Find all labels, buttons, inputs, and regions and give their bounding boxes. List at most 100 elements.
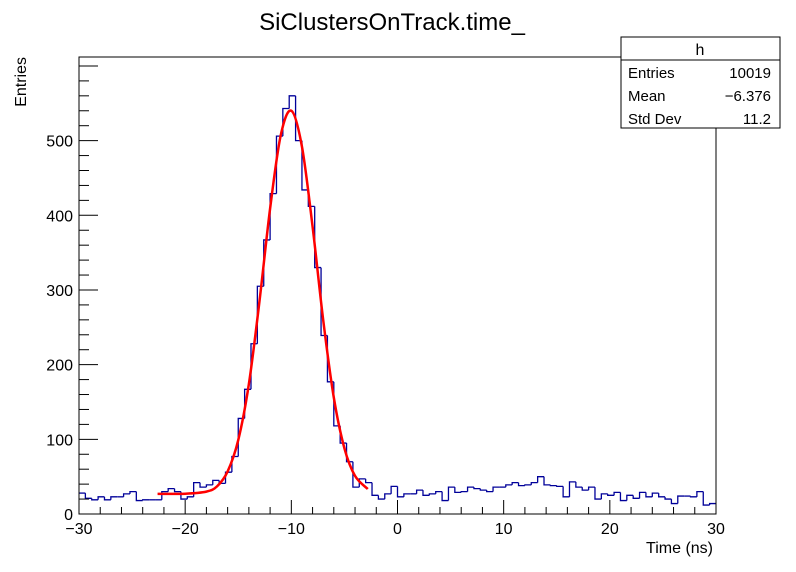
histogram-bin xyxy=(479,488,487,491)
y-tick-label: 500 xyxy=(46,134,73,151)
histogram-bin xyxy=(454,487,462,493)
histogram-bin xyxy=(435,490,443,494)
histogram-bin xyxy=(651,492,659,497)
histogram-bin xyxy=(193,481,201,497)
histogram-bin xyxy=(269,193,277,240)
stats-title: h xyxy=(696,42,705,59)
histogram-bin xyxy=(358,478,366,488)
histogram-bin xyxy=(447,486,455,501)
x-tick-label: −10 xyxy=(278,521,305,538)
histogram-bin xyxy=(403,493,411,497)
histogram-bin xyxy=(600,493,608,500)
histogram-bin xyxy=(460,490,468,493)
histogram-bin xyxy=(173,488,181,493)
histogram-bin xyxy=(664,496,672,500)
histogram-bin xyxy=(607,493,615,496)
histogram-bin xyxy=(568,481,576,497)
y-tick-label: 200 xyxy=(46,358,73,375)
histogram-bin xyxy=(562,486,570,498)
histogram-bin xyxy=(543,476,551,486)
histogram-bin xyxy=(186,496,194,500)
x-tick-label: 0 xyxy=(393,521,402,538)
histogram-bin xyxy=(587,486,595,491)
stats-stddev-label: Std Dev xyxy=(628,111,682,128)
histogram-bin xyxy=(549,484,557,487)
histogram-bin xyxy=(492,486,500,492)
stats-mean-value: −6.376 xyxy=(725,88,771,105)
histogram-bin xyxy=(689,496,697,498)
histogram-bin xyxy=(365,478,373,484)
histogram-bin xyxy=(142,499,150,501)
x-axis-label: Time (ns) xyxy=(646,540,713,557)
histogram-bin xyxy=(97,496,105,500)
histogram-bin xyxy=(511,481,519,485)
stats-entries-value: 10019 xyxy=(729,65,771,82)
histogram-bin xyxy=(441,491,449,502)
histogram-bin xyxy=(677,495,685,504)
histogram-bin xyxy=(314,206,322,269)
histogram-bin xyxy=(377,495,385,500)
fit-curve-group xyxy=(157,109,369,496)
histogram-bin xyxy=(301,140,309,191)
histogram-bin xyxy=(135,491,143,502)
fit-curve xyxy=(157,109,369,496)
y-tick-label: 0 xyxy=(64,507,73,524)
histogram-bin xyxy=(708,502,716,506)
histogram-bin xyxy=(575,481,583,488)
histogram-bin xyxy=(638,491,646,499)
histogram-bin xyxy=(384,493,392,500)
histogram-bin xyxy=(205,484,213,488)
x-tick-label: 20 xyxy=(601,521,619,538)
histogram-bin xyxy=(517,482,525,487)
histogram-bin xyxy=(288,95,296,109)
histogram-bin xyxy=(396,486,404,498)
histogram-bin xyxy=(530,481,538,485)
y-axis-label: Entries xyxy=(13,57,30,107)
histogram-bin xyxy=(524,484,532,486)
plot-frame xyxy=(78,56,717,515)
histogram-bin xyxy=(645,492,653,498)
x-axis: −30 −20 −10 0 10 20 30 xyxy=(65,500,725,538)
histogram-bin xyxy=(422,490,430,496)
histogram-bin xyxy=(594,487,602,500)
x-tick-label: −20 xyxy=(172,521,199,538)
histogram-bin xyxy=(390,485,398,494)
histogram-bin xyxy=(103,496,111,501)
histogram-bin xyxy=(670,499,678,505)
histogram-bin xyxy=(129,490,137,494)
histogram-bin xyxy=(619,492,627,502)
histogram-bin xyxy=(536,476,545,483)
histogram-bin xyxy=(473,487,481,490)
x-tick-label: −30 xyxy=(65,521,92,538)
histogram-bin xyxy=(556,485,564,488)
chart-title: SiClustersOnTrack.time_ xyxy=(259,9,525,36)
histogram-bin xyxy=(696,490,704,497)
histogram-bin xyxy=(658,493,666,498)
x-tick-label: 30 xyxy=(707,521,725,538)
histogram-bin xyxy=(702,491,710,506)
stats-mean-label: Mean xyxy=(628,88,666,105)
y-tick-label: 300 xyxy=(46,283,73,300)
stats-box: h Entries 10019 Mean −6.376 Std Dev 11.2 xyxy=(620,36,781,129)
histogram-bin xyxy=(199,482,207,488)
histogram-bin xyxy=(110,496,118,500)
histogram-bin xyxy=(91,498,99,501)
y-tick-label: 100 xyxy=(46,432,73,449)
x-tick-label: 10 xyxy=(495,521,513,538)
histogram-bin xyxy=(371,482,379,496)
histogram-bin xyxy=(466,486,474,492)
histogram-bin xyxy=(161,490,169,500)
y-axis: 0 100 200 300 400 500 xyxy=(46,65,98,524)
stats-stddev-value: 11.2 xyxy=(743,111,771,128)
histogram-bin xyxy=(122,493,130,497)
histogram-bin xyxy=(167,487,175,492)
histogram-bin xyxy=(626,494,634,501)
histogram-bin xyxy=(231,455,239,473)
histogram-bin xyxy=(632,495,640,499)
histogram-bin xyxy=(224,471,232,484)
histogram-bin xyxy=(345,443,353,463)
histogram-bin xyxy=(212,479,220,485)
histogram-bin xyxy=(486,490,494,493)
histogram-bin xyxy=(415,489,423,494)
